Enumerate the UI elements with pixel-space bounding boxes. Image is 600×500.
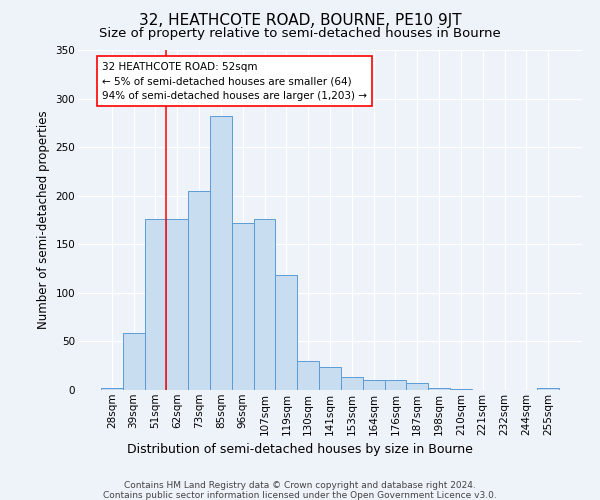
Text: 32, HEATHCOTE ROAD, BOURNE, PE10 9JT: 32, HEATHCOTE ROAD, BOURNE, PE10 9JT	[139, 12, 461, 28]
Bar	[232, 223, 254, 390]
Bar	[363, 380, 385, 390]
Bar	[319, 366, 341, 390]
Bar	[254, 219, 275, 390]
Text: 32 HEATHCOTE ROAD: 52sqm
← 5% of semi-detached houses are smaller (64)
94% of se: 32 HEATHCOTE ROAD: 52sqm ← 5% of semi-de…	[102, 62, 367, 102]
Bar	[385, 380, 406, 390]
Bar	[341, 378, 363, 390]
Bar	[145, 219, 166, 390]
Bar	[428, 388, 450, 390]
Bar	[450, 389, 472, 390]
Bar	[188, 191, 210, 390]
Bar	[210, 116, 232, 390]
Bar	[406, 383, 428, 390]
Bar	[297, 361, 319, 390]
Text: Size of property relative to semi-detached houses in Bourne: Size of property relative to semi-detach…	[99, 28, 501, 40]
Y-axis label: Number of semi-detached properties: Number of semi-detached properties	[37, 110, 50, 330]
Bar	[166, 219, 188, 390]
Bar	[275, 276, 297, 390]
Bar	[123, 332, 145, 390]
Text: Distribution of semi-detached houses by size in Bourne: Distribution of semi-detached houses by …	[127, 442, 473, 456]
Text: Contains HM Land Registry data © Crown copyright and database right 2024.: Contains HM Land Registry data © Crown c…	[124, 481, 476, 490]
Bar	[101, 388, 123, 390]
Bar	[537, 388, 559, 390]
Text: Contains public sector information licensed under the Open Government Licence v3: Contains public sector information licen…	[103, 491, 497, 500]
